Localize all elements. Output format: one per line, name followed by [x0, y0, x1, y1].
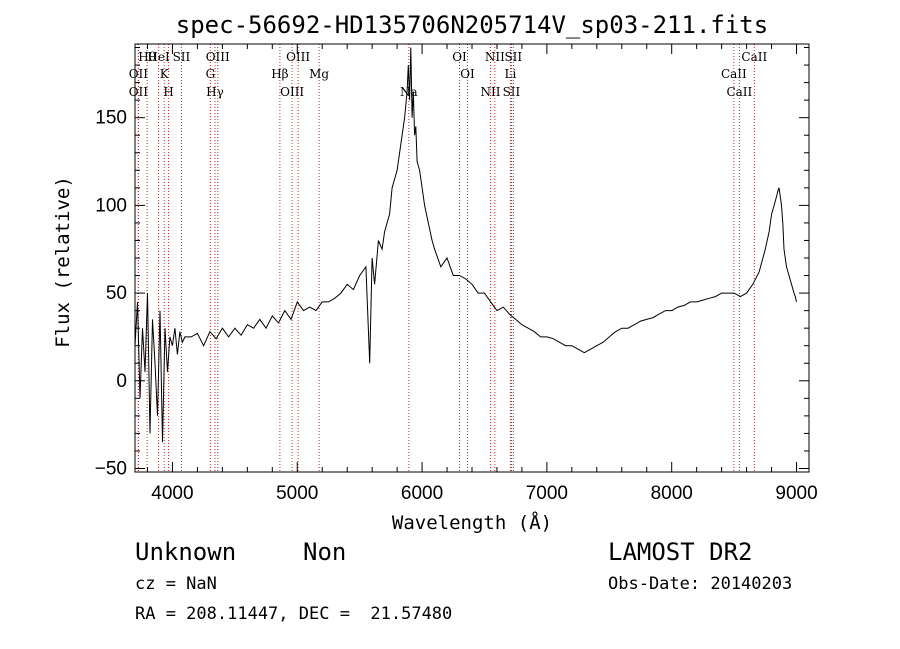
x-tick-label: 6000 [401, 483, 443, 504]
x-axis: 4000 5000 6000 7000 8000 9000 [146, 44, 818, 504]
spectral-line-label: K [160, 67, 170, 81]
x-tick-label: 8000 [651, 483, 693, 504]
spectral-line-label: G [206, 67, 216, 81]
y-tick-label: 150 [95, 108, 127, 129]
object-subclass: Non [303, 538, 347, 566]
survey-name: LAMOST DR2 [608, 538, 753, 566]
spectral-line-markers: HθOIIOIIHeIKHSIIGHγOIIIHβOIIIOIIIMgNaOIO… [129, 44, 767, 472]
y-axis: −50 0 50 100 150 [95, 47, 809, 479]
spectral-line-label: OIII [206, 50, 230, 64]
observation-date: Obs-Date: 20140203 [608, 574, 793, 594]
x-tick-label: 4000 [151, 483, 193, 504]
spectral-line-label: NII [480, 85, 500, 99]
spectral-line-label: Mg [309, 67, 329, 81]
plot-frame [134, 43, 810, 473]
y-tick-label: 100 [95, 195, 127, 216]
spectral-line-label: SII [173, 50, 191, 64]
spectral-line-label: Hβ [271, 67, 288, 81]
y-tick-label: 50 [106, 283, 127, 304]
x-tick-label: 7000 [526, 483, 568, 504]
spectral-line-label: HeI [147, 50, 170, 64]
spectral-line-label: Hγ [206, 85, 224, 99]
y-axis-label: Flux (relative) [52, 176, 74, 348]
spectral-line-label: SII [503, 85, 521, 99]
y-tick-label: 0 [116, 371, 127, 392]
spectral-line-label: OII [129, 85, 149, 99]
x-axis-label: Wavelength (Å) [392, 511, 552, 534]
spectral-line-label: CaII [726, 85, 752, 99]
spectral-line-label: CaII [741, 50, 767, 64]
spectral-line-label: OIII [286, 50, 310, 64]
spectral-line-label: Hθ [138, 50, 156, 64]
spectral-line-label: SII [504, 50, 522, 64]
chart-title: spec-56692-HD135706N205714V_sp03-211.fit… [176, 11, 768, 39]
spectral-line-label: Li [505, 67, 517, 81]
spectral-line-label: NII [485, 50, 505, 64]
redshift: cz = NaN [135, 574, 217, 594]
spectrum-series [134, 47, 797, 443]
object-class: Unknown [135, 538, 237, 566]
spectral-line-label: H [163, 85, 173, 99]
y-tick-label: −50 [95, 458, 127, 479]
x-tick-label: 9000 [775, 483, 817, 504]
spectral-line-label: OI [452, 50, 467, 64]
spectral-line-label: CaII [721, 67, 747, 81]
x-tick-label: 5000 [276, 483, 318, 504]
coordinates: RA = 208.11447, DEC = 21.57480 [135, 604, 453, 624]
spectral-line-label: OIII [280, 85, 304, 99]
spectral-line-label: OI [460, 67, 475, 81]
